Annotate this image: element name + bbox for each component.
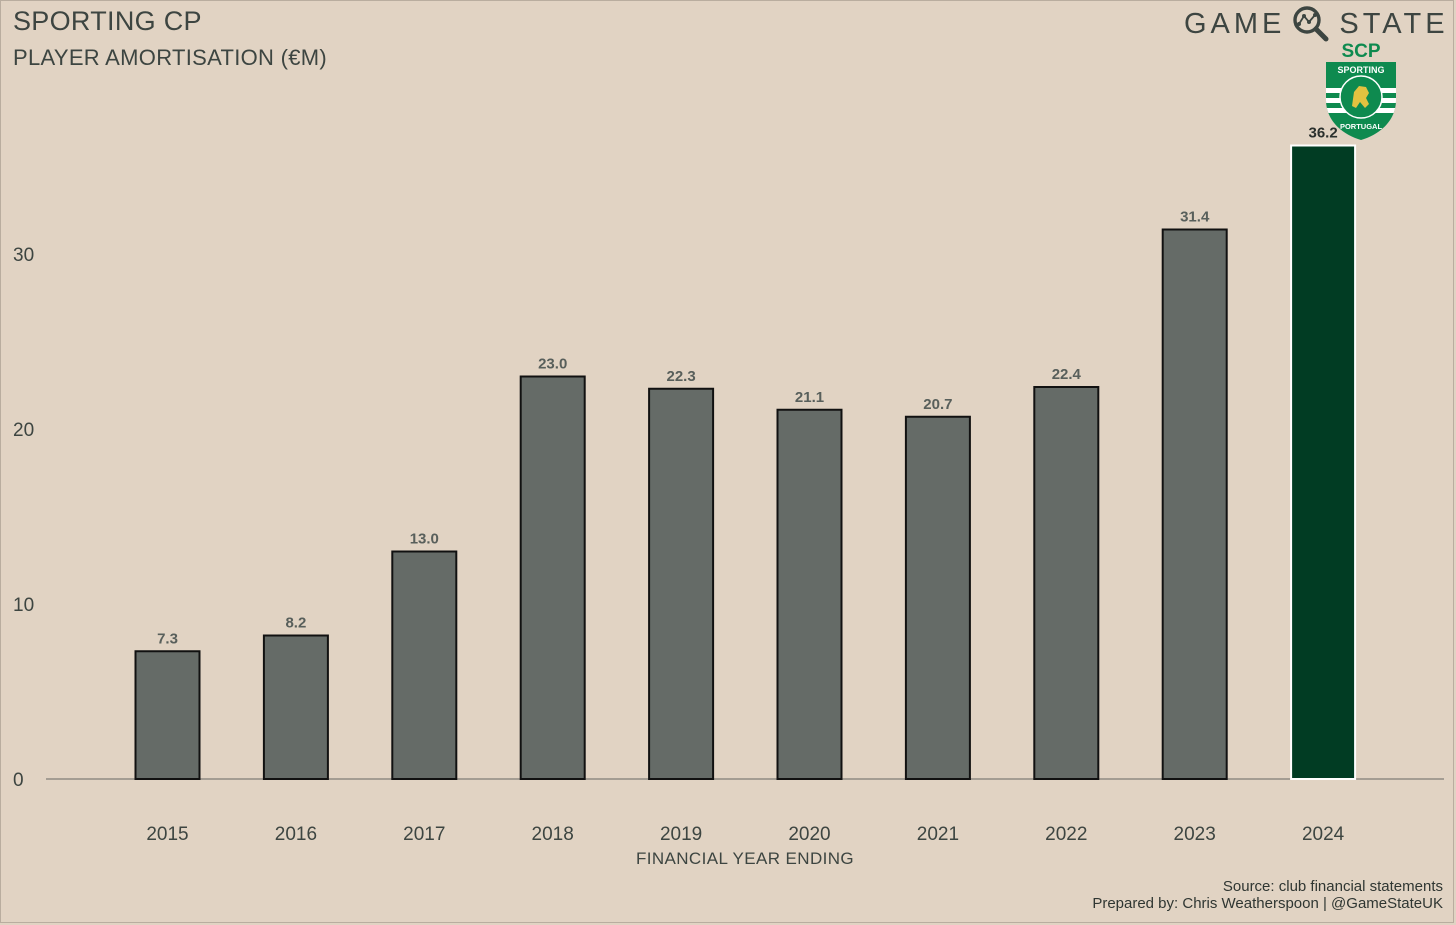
source-note: Source: club financial statements Prepar… bbox=[1092, 878, 1443, 912]
brand-word-game: GAME bbox=[1184, 7, 1286, 40]
source-text: Source: club financial statements bbox=[1222, 878, 1443, 895]
chart-title: SPORTING CP bbox=[13, 6, 202, 36]
magnifier-network-icon bbox=[1293, 6, 1329, 42]
crest-text-scp: SCP bbox=[1341, 41, 1380, 62]
crest-text-sporting: SPORTING bbox=[1337, 65, 1384, 75]
credit-text: Prepared by: Chris Weatherspoon | @GameS… bbox=[1092, 895, 1443, 912]
brand-word-state: STATE bbox=[1339, 7, 1449, 40]
lion-crest-icon: SCP SPORTING PORTUGAL bbox=[1326, 41, 1396, 140]
chart-subtitle: PLAYER AMORTISATION (€M) bbox=[13, 45, 328, 70]
crest-text-portugal: PORTUGAL bbox=[1340, 122, 1383, 131]
brand-logo: GAME STATE bbox=[1184, 6, 1449, 42]
